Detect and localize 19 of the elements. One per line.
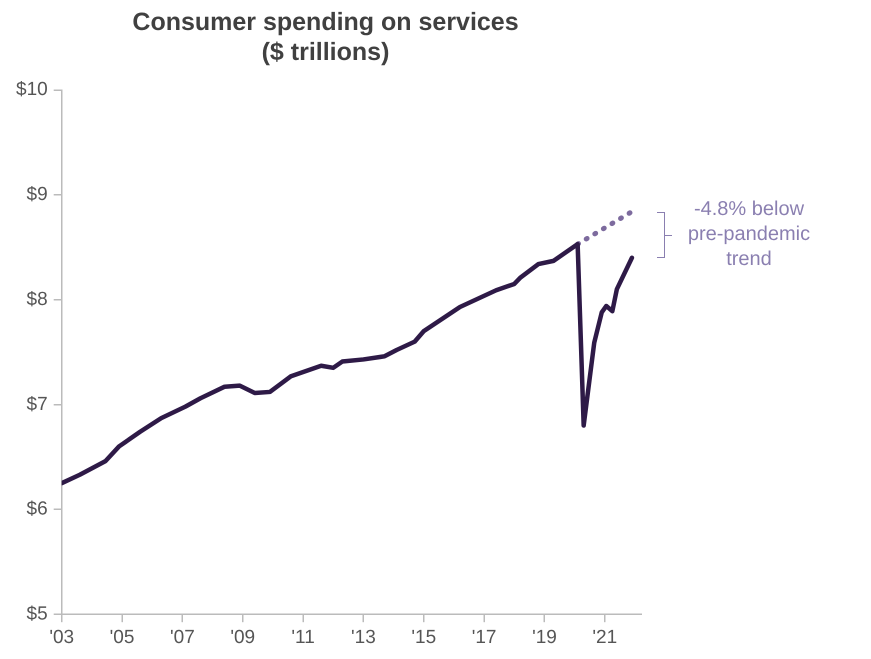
y-tick-label: $5 xyxy=(26,603,48,624)
y-tick-label: $6 xyxy=(26,498,48,520)
x-tick-label: '21 xyxy=(592,626,618,648)
x-tick-label: '15 xyxy=(411,626,436,648)
x-tick-label: '19 xyxy=(532,626,557,648)
chart-subtitle: ($ trillions) xyxy=(262,38,390,66)
x-tick-label: '17 xyxy=(472,626,496,648)
x-tick-label: '09 xyxy=(230,626,256,648)
chart-title: Consumer spending on services xyxy=(132,8,519,36)
x-tick-label: '13 xyxy=(351,626,376,648)
y-tick-label: $9 xyxy=(26,184,48,206)
y-tick-label: $8 xyxy=(26,288,48,310)
x-tick-label: '07 xyxy=(170,626,195,648)
y-tick-label: $10 xyxy=(16,79,48,100)
x-tick-label: '05 xyxy=(110,626,134,648)
y-tick-label: $7 xyxy=(26,394,48,415)
text: -4.8% below pre-pandemic trend xyxy=(686,197,812,272)
x-tick-label: '11 xyxy=(291,626,315,648)
x-tick-label: '03 xyxy=(49,626,74,648)
